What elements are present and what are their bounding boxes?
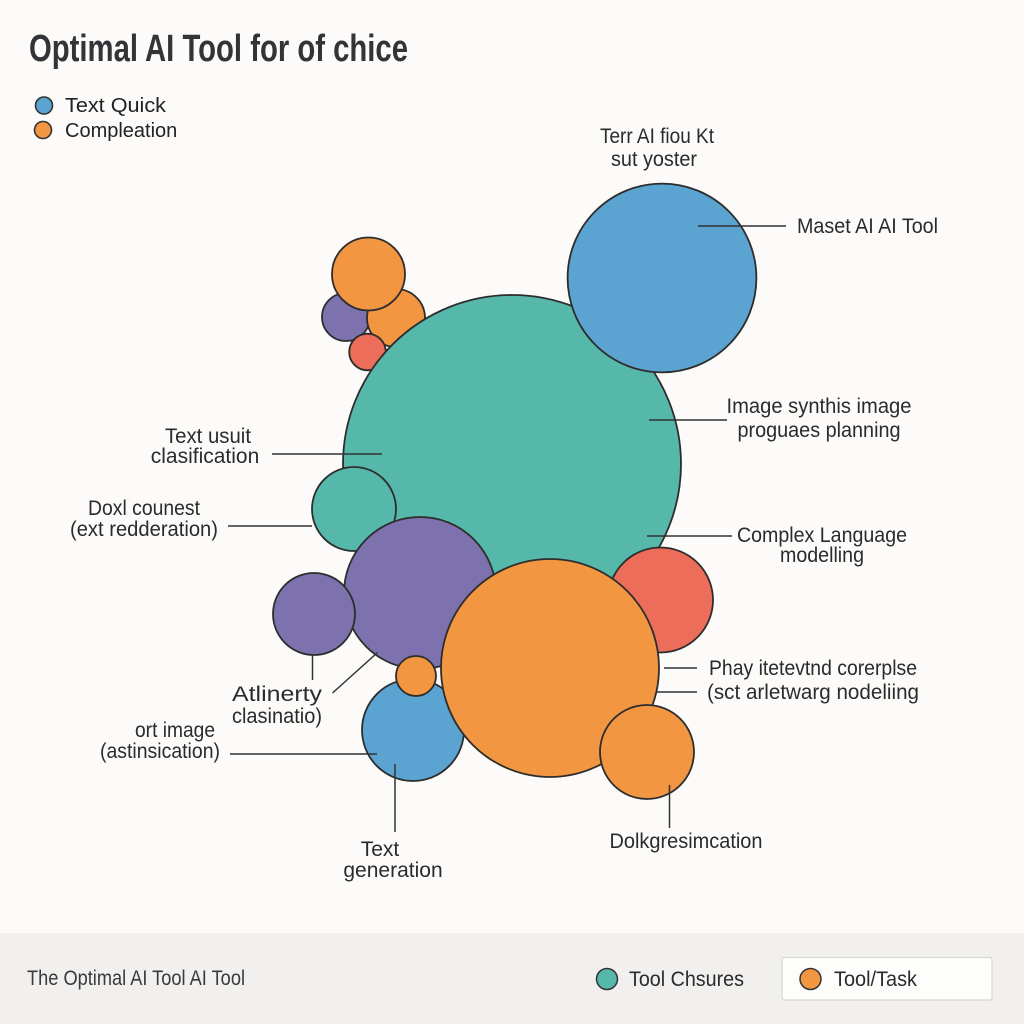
svg-text:Text: Text bbox=[361, 838, 400, 861]
svg-text:Text usuit: Text usuit bbox=[165, 425, 251, 448]
svg-text:modelling: modelling bbox=[780, 544, 864, 567]
svg-text:(sct arletwarg nodeliing: (sct arletwarg nodeliing bbox=[707, 681, 919, 704]
svg-text:clasinatio): clasinatio) bbox=[232, 705, 322, 728]
svg-text:Optimal AI Tool for of chice: Optimal AI Tool for of chice bbox=[29, 28, 408, 70]
svg-text:(ext redderation): (ext redderation) bbox=[70, 518, 218, 541]
svg-text:Tool Chsures: Tool Chsures bbox=[629, 968, 744, 991]
svg-text:Maset AI AI Tool: Maset AI AI Tool bbox=[797, 215, 938, 238]
svg-text:Tool/Task: Tool/Task bbox=[834, 968, 917, 991]
svg-text:Atlinerty: Atlinerty bbox=[232, 683, 323, 706]
svg-text:proguaes planning: proguaes planning bbox=[738, 419, 901, 442]
svg-text:sut yoster: sut yoster bbox=[611, 148, 697, 171]
svg-text:Compleation: Compleation bbox=[65, 120, 177, 142]
svg-text:Phay itetevtnd corerplse: Phay itetevtnd corerplse bbox=[709, 657, 917, 680]
svg-text:Image synthis image: Image synthis image bbox=[727, 395, 912, 418]
svg-text:ort image: ort image bbox=[135, 719, 215, 742]
svg-text:Doxl counest: Doxl counest bbox=[88, 497, 200, 520]
svg-text:generation: generation bbox=[343, 859, 442, 882]
svg-text:Dolkgresimcation: Dolkgresimcation bbox=[610, 830, 763, 853]
svg-text:The Optimal AI Tool AI Tool: The Optimal AI Tool AI Tool bbox=[27, 967, 245, 990]
svg-text:Text Quick: Text Quick bbox=[65, 95, 167, 117]
svg-text:clasification: clasification bbox=[151, 445, 260, 468]
svg-text:Terr AI fiou Kt: Terr AI fiou Kt bbox=[600, 125, 714, 148]
svg-text:Complex Language: Complex Language bbox=[737, 524, 907, 547]
svg-text:(astinsication): (astinsication) bbox=[100, 740, 220, 763]
